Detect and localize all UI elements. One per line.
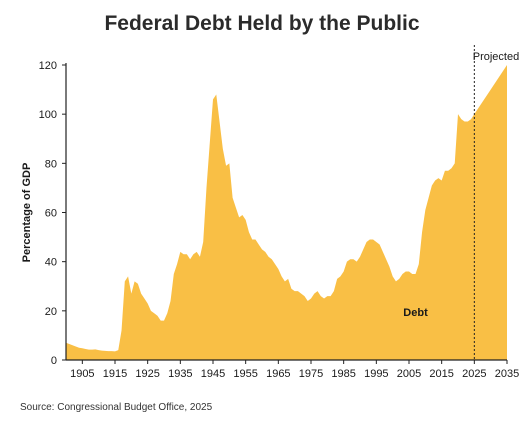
y-tick-label: 120 (39, 60, 57, 72)
x-tick-label: 1915 (103, 368, 127, 380)
y-tick-label: 40 (45, 257, 57, 269)
y-tick-label: 100 (39, 109, 57, 121)
series-label-debt: Debt (403, 307, 428, 319)
y-tick-label: 20 (45, 306, 57, 318)
x-tick-label: 1995 (364, 368, 388, 380)
y-tick-label: 80 (45, 158, 57, 170)
debt-area (66, 65, 507, 360)
x-tick-label: 2025 (462, 368, 486, 380)
x-tick-label: 1965 (266, 368, 290, 380)
x-tick-label: 1945 (201, 368, 225, 380)
y-tick-label: 60 (45, 208, 57, 220)
x-tick-label: 1985 (331, 368, 355, 380)
x-tick-label: 1905 (70, 368, 94, 380)
x-tick-label: 1925 (135, 368, 159, 380)
area-layer (66, 65, 507, 360)
projection-label: Projected (473, 51, 519, 63)
y-ticks: 0 20 40 60 80 100 120 (39, 60, 66, 367)
source-note: Source: Congressional Budget Office, 202… (20, 402, 213, 413)
x-tick-label: 1975 (299, 368, 323, 380)
y-axis-label: Percentage of GDP (21, 163, 33, 263)
chart-title: Federal Debt Held by the Public (104, 12, 419, 35)
x-tick-label: 1935 (168, 368, 192, 380)
x-tick-label: 1955 (233, 368, 257, 380)
x-ticks: 1905 1915 1925 1935 1945 1955 1965 1975 1985 1995… (70, 360, 519, 380)
x-tick-label: 2035 (495, 368, 519, 380)
y-tick-label: 0 (51, 355, 57, 367)
x-tick-label: 2015 (429, 368, 453, 380)
x-tick-label: 2005 (397, 368, 421, 380)
